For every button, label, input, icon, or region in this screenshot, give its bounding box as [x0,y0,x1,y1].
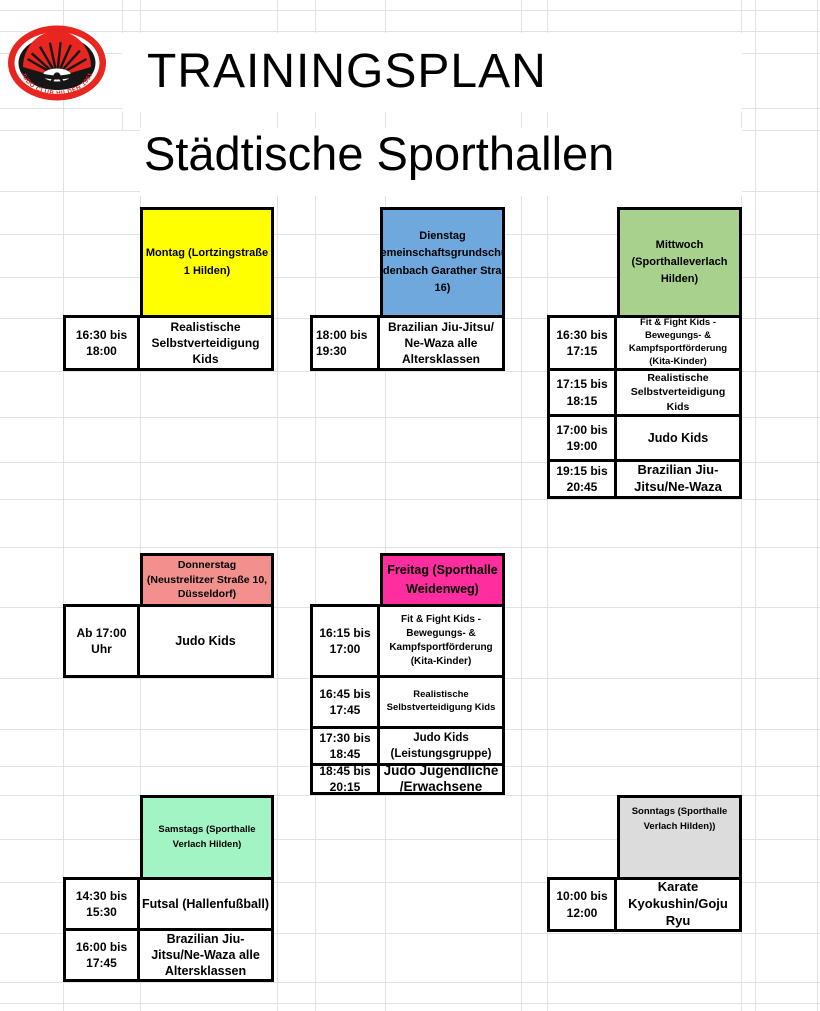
activity-cell[interactable]: Futsal (Hallenfußball) [137,877,274,931]
activity-cell[interactable]: Brazilian Jiu-Jitsu/ Ne-Waza alle Alters… [377,315,505,371]
page-subtitle: Städtische Sporthallen [144,127,615,180]
activity-cell[interactable]: Realistische Selbstverteidigung Kids [377,675,505,729]
time-cell[interactable]: 16:30 bis 17:15 [547,315,617,371]
time-cell[interactable]: 14:30 bis 15:30 [63,877,140,931]
activity-cell[interactable]: Fit & Fight Kids - Bewegungs- & Kampfspo… [377,604,505,678]
time-cell[interactable]: 16:00 bis 17:45 [63,928,140,982]
sonntags-table: Sonntags (Sporthalle Verlach Hilden)) 10… [547,795,742,932]
time-cell[interactable]: Ab 17:00 Uhr [63,604,140,678]
empty-cell [310,207,380,318]
time-cell[interactable]: 18:00 bis 19:30 [310,315,380,371]
activity-cell[interactable]: Realistische Selbstverteidigung Kids [614,368,742,417]
time-cell[interactable]: 10:00 bis 12:00 [547,877,617,932]
activity-cell[interactable]: Realistische Selbstverteidigung Kids [137,315,274,371]
activity-cell[interactable]: Karate Kyokushin/Goju Ryu [614,877,742,932]
freitag-table: Freitag (Sporthalle Weidenweg) 16:15 bis… [310,553,505,795]
time-cell[interactable]: 19:15 bis 20:45 [547,459,617,499]
activity-cell[interactable]: Judo Jugendliche /Erwachsene [377,763,505,795]
activity-cell[interactable]: Judo Kids [137,604,274,678]
empty-cell [63,207,140,318]
samstags-table: Samstags (Sporthalle Verlach Hilden) 14:… [63,795,274,982]
time-cell[interactable]: 16:30 bis 18:00 [63,315,140,371]
time-cell[interactable]: 16:45 bis 17:45 [310,675,380,729]
day-header-dienstag[interactable]: Dienstag (Gemeinschaftsgrundschule Urden… [380,207,505,318]
day-header-mittwoch[interactable]: Mittwoch (Sporthalleverlach Hilden) [617,207,742,318]
activity-cell[interactable]: Judo Kids (Leistungsgruppe) [377,726,505,766]
empty-cell [63,553,140,607]
page-title: TRAININGSPLAN [147,45,547,98]
empty-cell [547,795,617,880]
merged-cell-block [122,33,742,112]
time-cell[interactable]: 17:30 bis 18:45 [310,726,380,766]
time-cell[interactable]: 17:00 bis 19:00 [547,414,617,462]
time-cell[interactable]: 16:15 bis 17:00 [310,604,380,678]
time-cell[interactable]: 18:45 bis 20:15 [310,763,380,795]
activity-cell[interactable]: Brazilian Jiu-Jitsu/Ne-Waza alle Altersk… [137,928,274,982]
empty-cell [547,207,617,318]
activity-cell[interactable]: Brazilian Jiu-Jitsu/Ne-Waza [614,459,742,499]
day-header-donnerstag[interactable]: Donnerstag (Neustrelitzer Straße 10, Düs… [140,553,274,607]
activity-cell[interactable]: Judo Kids [614,414,742,462]
time-cell[interactable]: 17:15 bis 18:15 [547,368,617,417]
montag-table: Montag (Lortzingstraße 1 Hilden) 16:30 b… [63,207,274,371]
judo-club-hilden-logo: JUDO CLUB HILDEN 1951 [8,25,106,101]
belt-knot [53,72,61,80]
day-header-freitag[interactable]: Freitag (Sporthalle Weidenweg) [380,553,505,607]
dienstag-table: Dienstag (Gemeinschaftsgrundschule Urden… [310,207,505,371]
empty-cell [63,795,140,880]
empty-cell [310,553,380,607]
mittwoch-table: Mittwoch (Sporthalleverlach Hilden) 16:3… [547,207,742,499]
day-header-montag[interactable]: Montag (Lortzingstraße 1 Hilden) [140,207,274,318]
day-header-samstags[interactable]: Samstags (Sporthalle Verlach Hilden) [140,795,274,880]
day-header-sonntags[interactable]: Sonntags (Sporthalle Verlach Hilden)) [617,795,742,880]
activity-cell[interactable]: Fit & Fight Kids - Bewegungs- & Kampfspo… [614,315,742,371]
merged-cell-block [140,128,742,196]
donnerstag-table: Donnerstag (Neustrelitzer Straße 10, Düs… [63,553,274,678]
